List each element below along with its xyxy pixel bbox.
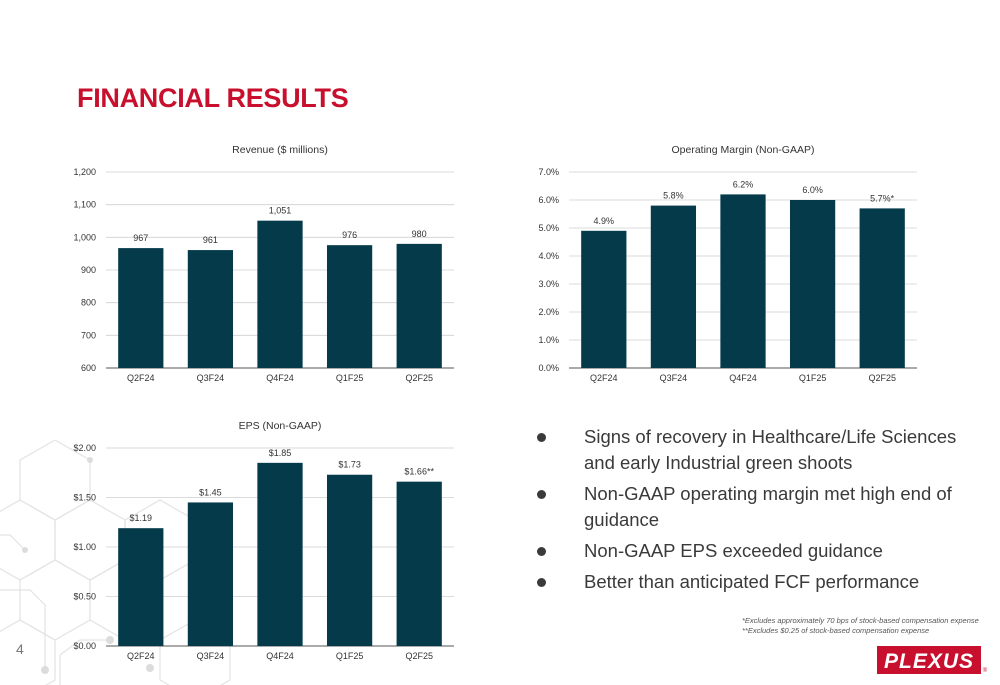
bar xyxy=(118,528,164,646)
bullet-text: Better than anticipated FCF performance xyxy=(584,571,920,592)
logo-text: PLEXUS xyxy=(884,650,974,673)
y-tick-label: 800 xyxy=(81,298,96,308)
y-tick-label: $2.00 xyxy=(73,443,96,453)
data-label: 967 xyxy=(133,233,148,243)
highlights-list: Signs of recovery in Healthcare/Life Sci… xyxy=(537,424,977,600)
x-tick-label: Q3F24 xyxy=(197,651,225,661)
x-tick-label: Q2F24 xyxy=(127,651,155,661)
x-tick-label: Q2F24 xyxy=(127,373,155,383)
data-label: 5.7%* xyxy=(870,193,895,203)
chart-title: Operating Margin (Non-GAAP) xyxy=(672,144,815,156)
y-tick-label: $1.50 xyxy=(73,493,96,503)
bar xyxy=(118,248,164,368)
data-label: 980 xyxy=(412,229,427,239)
bar xyxy=(396,243,442,368)
chart-svg: Revenue ($ millions) 600 700 800 900 1,000 1,1… xyxy=(73,144,454,383)
revenue-chart: Revenue ($ millions) 600 700 800 900 1,000 1,1… xyxy=(62,142,464,386)
y-tick-label: $0.00 xyxy=(73,641,96,651)
x-tick-label: Q1F25 xyxy=(336,373,364,383)
data-label: 5.8% xyxy=(663,191,684,201)
data-label: $1.85 xyxy=(269,448,292,458)
bar xyxy=(581,230,627,368)
y-tick-label: 1,200 xyxy=(73,167,96,177)
list-item: Signs of recovery in Healthcare/Life Sci… xyxy=(537,424,977,476)
data-label: $1.45 xyxy=(199,487,222,497)
y-tick-label: 0.0% xyxy=(538,363,559,373)
y-tick-label: 1.0% xyxy=(538,335,559,345)
x-tick-label: Q4F24 xyxy=(266,373,294,383)
bar xyxy=(187,250,234,368)
data-label: 6.0% xyxy=(802,185,823,195)
data-label: $1.73 xyxy=(338,460,361,470)
data-label: 1,051 xyxy=(269,206,292,216)
data-label: 4.9% xyxy=(594,216,615,226)
bullet-icon xyxy=(537,433,546,442)
y-tick-label: $1.00 xyxy=(73,542,96,552)
bar xyxy=(396,481,442,646)
data-label: 976 xyxy=(342,230,357,240)
chart-title: Revenue ($ millions) xyxy=(232,144,328,156)
chart-title: EPS (Non-GAAP) xyxy=(239,420,322,432)
x-tick-label: Q4F24 xyxy=(729,373,757,383)
footnote: *Excludes approximately 70 bps of stock-… xyxy=(742,616,979,625)
registered-mark: ® xyxy=(983,667,988,674)
bullet-text: Signs of recovery in Healthcare/Life Sci… xyxy=(584,426,957,473)
data-label: 961 xyxy=(203,235,218,245)
x-tick-label: Q3F24 xyxy=(660,373,688,383)
x-tick-label: Q2F25 xyxy=(868,373,896,383)
data-label: $1.66** xyxy=(404,467,434,477)
x-tick-label: Q2F24 xyxy=(590,373,618,383)
bar xyxy=(789,200,836,368)
bar xyxy=(859,208,905,368)
footnote: **Excludes $0.25 of stock-based compensa… xyxy=(742,626,930,635)
bar xyxy=(650,205,697,368)
x-tick-label: Q1F25 xyxy=(336,651,364,661)
bullet-icon xyxy=(537,578,546,587)
list-item: Non-GAAP EPS exceeded guidance xyxy=(537,538,977,564)
bar xyxy=(326,245,373,368)
y-tick-label: 4.0% xyxy=(538,251,559,261)
bullet-text: Non-GAAP EPS exceeded guidance xyxy=(584,540,883,561)
chart-svg: EPS (Non-GAAP) $0.00 $0.50 $1.00 $1.50 $2.00 $… xyxy=(73,420,454,661)
x-tick-label: Q3F24 xyxy=(197,373,225,383)
data-label: 6.2% xyxy=(733,179,754,189)
eps-chart: EPS (Non-GAAP) $0.00 $0.50 $1.00 $1.50 $2.00 $… xyxy=(62,418,464,664)
y-tick-label: $0.50 xyxy=(73,592,96,602)
bullet-icon xyxy=(537,547,546,556)
plexus-logo: PLEXUS ® xyxy=(877,646,988,674)
bar xyxy=(257,220,303,368)
y-tick-label: 700 xyxy=(81,330,96,340)
y-tick-label: 1,100 xyxy=(73,200,96,210)
bullet-icon xyxy=(537,490,546,499)
list-item: Non-GAAP operating margin met high end o… xyxy=(537,481,977,533)
y-tick-label: 2.0% xyxy=(538,307,559,317)
page-title: FINANCIAL RESULTS xyxy=(77,83,349,113)
bar xyxy=(187,502,234,646)
bar xyxy=(257,462,303,646)
x-tick-label: Q1F25 xyxy=(799,373,827,383)
operating-margin-chart: Operating Margin (Non-GAAP) 0.0% 1.0% 2.0% 3… xyxy=(525,142,927,386)
x-tick-label: Q2F25 xyxy=(405,373,433,383)
x-tick-label: Q2F25 xyxy=(405,651,433,661)
y-tick-label: 1,000 xyxy=(73,232,96,242)
y-tick-label: 900 xyxy=(81,265,96,275)
y-tick-label: 3.0% xyxy=(538,279,559,289)
list-item: Better than anticipated FCF performance xyxy=(537,569,977,595)
data-label: $1.19 xyxy=(130,513,153,523)
footnotes: *Excludes approximately 70 bps of stock-… xyxy=(742,616,992,636)
y-tick-label: 6.0% xyxy=(538,195,559,205)
bullet-text: Non-GAAP operating margin met high end o… xyxy=(584,483,952,530)
page-number: 4 xyxy=(16,641,24,657)
bar xyxy=(720,194,766,368)
x-tick-label: Q4F24 xyxy=(266,651,294,661)
bar xyxy=(326,474,373,646)
chart-svg: Operating Margin (Non-GAAP) 0.0% 1.0% 2.0% 3… xyxy=(538,144,917,383)
y-tick-label: 7.0% xyxy=(538,167,559,177)
y-tick-label: 5.0% xyxy=(538,223,559,233)
y-tick-label: 600 xyxy=(81,363,96,373)
